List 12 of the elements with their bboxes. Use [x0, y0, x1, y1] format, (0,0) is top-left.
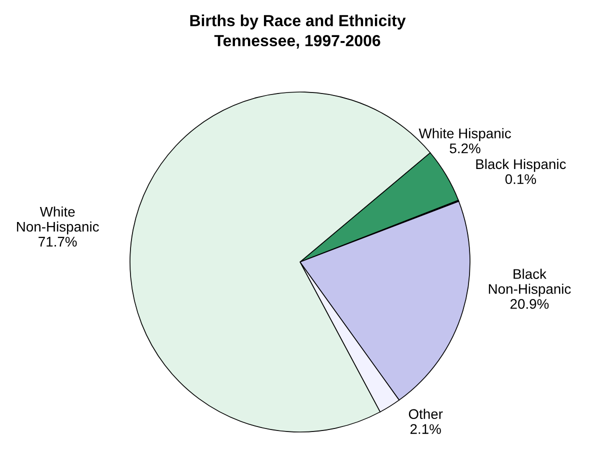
chart-title: Births by Race and Ethnicity	[190, 14, 406, 30]
data-label: 2.1%	[410, 424, 441, 434]
chart-subtitle: Tennessee, 1997-2006	[214, 34, 380, 49]
data-label: 71.7%	[38, 236, 77, 247]
slice-label: Black Hispanic	[476, 158, 566, 172]
data-label: 0.1%	[505, 174, 536, 184]
slice-label: White Hispanic	[418, 128, 511, 142]
slice-label: Other	[408, 408, 443, 420]
data-label: 20.9%	[510, 299, 549, 309]
data-label: 5.2%	[450, 143, 480, 154]
slice-label: White Non-Hispanic	[17, 206, 99, 234]
slice-label: Black Non-Hispanic	[488, 268, 571, 297]
